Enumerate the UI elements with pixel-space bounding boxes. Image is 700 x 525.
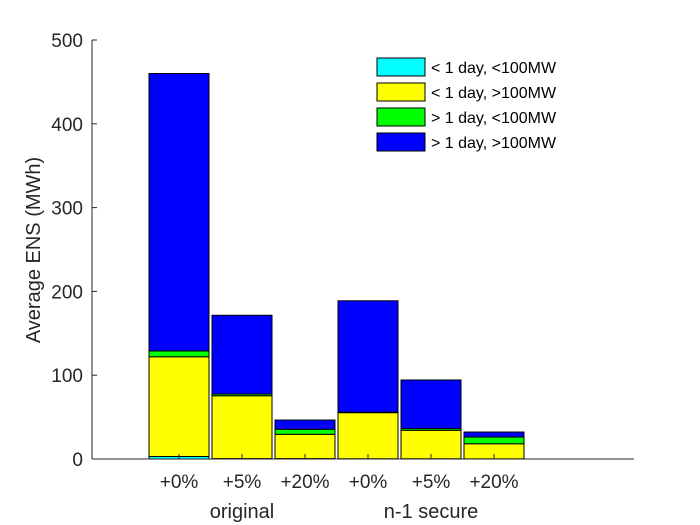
x-tick-label: +5% bbox=[412, 472, 451, 493]
group-labels: original n-1 secure bbox=[210, 501, 478, 523]
y-tick-label: 400 bbox=[51, 115, 83, 136]
legend-swatch bbox=[376, 132, 426, 152]
bar-segment-2-series-2 bbox=[211, 395, 273, 460]
x-tick-label: +20% bbox=[280, 472, 329, 493]
bars-layer bbox=[148, 73, 525, 460]
bar-segment-4-series-4 bbox=[337, 300, 399, 413]
y-axis-title: Average ENS (MWh) bbox=[23, 157, 45, 343]
bar-segment-6-series-4 bbox=[463, 431, 525, 438]
bar-segment-5-series-4 bbox=[400, 379, 462, 430]
bar-segment-6-series-3 bbox=[463, 436, 525, 445]
bar-segment-1-series-4 bbox=[148, 73, 210, 352]
bar-segment-1-series-2 bbox=[148, 356, 210, 457]
bar-segment-5-series-2 bbox=[400, 429, 462, 460]
bar-segment-2-series-4 bbox=[211, 314, 273, 395]
legend-swatch bbox=[376, 82, 426, 102]
group-label: n-1 secure bbox=[384, 501, 479, 523]
legend-swatch bbox=[376, 107, 426, 127]
axes-layer bbox=[91, 40, 634, 460]
legend-label: < 1 day, <100MW bbox=[431, 60, 557, 77]
legend-label: > 1 day, <100MW bbox=[431, 110, 557, 127]
group-label: original bbox=[210, 501, 274, 523]
legend-label: > 1 day, >100MW bbox=[431, 135, 557, 152]
y-tick-label: 200 bbox=[51, 282, 83, 303]
y-tick-label: 0 bbox=[72, 450, 83, 471]
y-tick-label: 100 bbox=[51, 366, 83, 387]
x-tick-label: +0% bbox=[349, 472, 388, 493]
bar-segment-1-series-3 bbox=[148, 350, 210, 358]
bar-segment-4-series-2 bbox=[337, 412, 399, 460]
y-tick-label: 300 bbox=[51, 199, 83, 220]
bar-segment-3-series-4 bbox=[274, 419, 336, 430]
legend-swatch bbox=[376, 57, 426, 77]
legend: < 1 day, <100MW < 1 day, >100MW > 1 day, <… bbox=[369, 51, 597, 163]
legend-label: < 1 day, >100MW bbox=[431, 85, 557, 102]
x-tick-label: +20% bbox=[469, 472, 518, 493]
y-ticks: 0 100 200 300 400 500 bbox=[51, 31, 97, 471]
x-tick-label: +5% bbox=[223, 472, 262, 493]
bar-segment-3-series-3 bbox=[274, 428, 336, 435]
y-tick-label: 500 bbox=[51, 31, 83, 52]
x-tick-label: +0% bbox=[160, 472, 199, 493]
x-ticks: +0% +5% +20% +0% +5% +20% bbox=[160, 454, 519, 493]
